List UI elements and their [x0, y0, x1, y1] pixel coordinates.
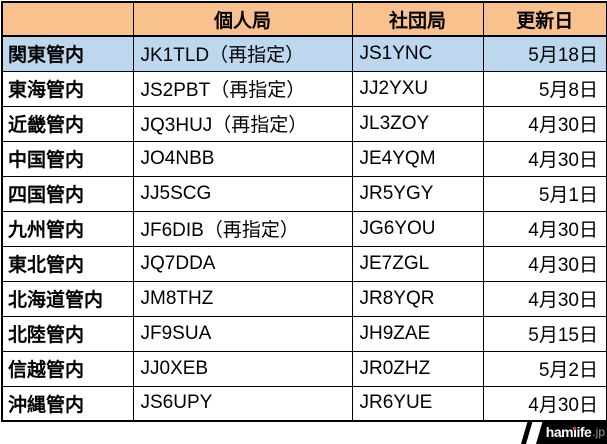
table-row: 北海道管内 JM8THZ JR8YQR 4月30日 — [1, 280, 607, 317]
region-cell: 東北管内 — [1, 245, 134, 282]
individual-callsign-cell: JK1TLD（再指定） — [132, 35, 353, 72]
region-cell: 信越管内 — [1, 350, 134, 387]
individual-callsign-cell: JJ5SCG — [132, 175, 353, 212]
table-row: 四国管内 JJ5SCG JR5YGY 5月1日 — [1, 175, 607, 212]
update-date-cell: 5月1日 — [482, 175, 607, 212]
region-cell: 近畿管内 — [1, 105, 134, 142]
region-cell: 東海管内 — [1, 70, 134, 107]
individual-callsign-cell: JO4NBB — [132, 140, 353, 177]
logo-slash-decoration — [521, 420, 533, 444]
update-date-cell: 4月30日 — [482, 140, 607, 177]
region-cell: 北陸管内 — [1, 315, 134, 352]
individual-callsign-cell: JS6UPY — [132, 385, 353, 422]
table-row: 北陸管内 JF9SUA JH9ZAE 5月15日 — [1, 315, 607, 352]
logo-red-dot — [573, 427, 577, 430]
update-date-cell: 4月30日 — [482, 210, 607, 247]
table-row: 沖縄管内 JS6UPY JR6YUE 4月30日 — [1, 385, 607, 422]
individual-callsign-cell: JS2PBT（再指定） — [132, 70, 353, 107]
column-header-個人局: 個人局 — [132, 1, 353, 37]
table-header: 個人局 社団局 更新日 — [1, 1, 607, 37]
column-header-region — [1, 1, 134, 37]
callsign-table: 個人局 社団局 更新日 関東管内 JK1TLD（再指定） JS1YNC 5月18日 東海管内… — [1, 1, 607, 422]
region-cell: 中国管内 — [1, 140, 134, 177]
table-row: 信越管内 JJ0XEB JR0ZHZ 5月2日 — [1, 350, 607, 387]
update-date-cell: 5月18日 — [482, 35, 607, 72]
club-callsign-cell: JR6YUE — [351, 385, 484, 422]
update-date-cell: 4月30日 — [482, 105, 607, 142]
club-callsign-cell: JR0ZHZ — [351, 350, 484, 387]
hamlife-logo: hamlife .jp — [521, 420, 607, 444]
region-cell: 四国管内 — [1, 175, 134, 212]
update-date-cell: 5月8日 — [482, 70, 607, 107]
update-date-cell: 5月2日 — [482, 350, 607, 387]
individual-callsign-cell: JQ3HUJ（再指定） — [132, 105, 353, 142]
region-cell: 沖縄管内 — [1, 385, 134, 422]
update-date-cell: 5月15日 — [482, 315, 607, 352]
update-date-cell: 4月30日 — [482, 280, 607, 317]
header-row: 個人局 社団局 更新日 — [1, 1, 607, 37]
individual-callsign-cell: JF6DIB（再指定） — [132, 210, 353, 247]
table-body: 関東管内 JK1TLD（再指定） JS1YNC 5月18日 東海管内 JS2PBT（再指定… — [1, 35, 607, 422]
region-cell: 九州管内 — [1, 210, 134, 247]
individual-callsign-cell: JF9SUA — [132, 315, 353, 352]
club-callsign-cell: JE7ZGL — [351, 245, 484, 282]
table-row: 東北管内 JQ7DDA JE7ZGL 4月30日 — [1, 245, 607, 282]
logo-wordmark: hamlife — [546, 424, 592, 440]
club-callsign-cell: JS1YNC — [351, 35, 484, 72]
region-cell: 北海道管内 — [1, 280, 134, 317]
table-row: 九州管内 JF6DIB（再指定） JG6YOU 4月30日 — [1, 210, 607, 247]
individual-callsign-cell: JJ0XEB — [132, 350, 353, 387]
logo-domain-suffix: .jp — [592, 425, 605, 439]
club-callsign-cell: JH9ZAE — [351, 315, 484, 352]
table-row: 近畿管内 JQ3HUJ（再指定） JL3ZOY 4月30日 — [1, 105, 607, 142]
club-callsign-cell: JJ2YXU — [351, 70, 484, 107]
region-cell: 関東管内 — [1, 35, 134, 72]
table-row: 中国管内 JO4NBB JE4YQM 4月30日 — [1, 140, 607, 177]
logo-text: hamlife — [545, 424, 592, 440]
column-header-社団局: 社団局 — [351, 1, 484, 37]
club-callsign-cell: JR8YQR — [351, 280, 484, 317]
update-date-cell: 4月30日 — [482, 385, 607, 422]
column-header-更新日: 更新日 — [482, 1, 607, 37]
club-callsign-cell: JE4YQM — [351, 140, 484, 177]
update-date-cell: 4月30日 — [482, 245, 607, 282]
table-row: 東海管内 JS2PBT（再指定） JJ2YXU 5月8日 — [1, 70, 607, 107]
club-callsign-cell: JR5YGY — [351, 175, 484, 212]
table-row: 関東管内 JK1TLD（再指定） JS1YNC 5月18日 — [1, 35, 607, 72]
club-callsign-cell: JL3ZOY — [351, 105, 484, 142]
logo-plate: hamlife .jp — [536, 420, 607, 444]
individual-callsign-cell: JQ7DDA — [132, 245, 353, 282]
individual-callsign-cell: JM8THZ — [132, 280, 353, 317]
club-callsign-cell: JG6YOU — [351, 210, 484, 247]
